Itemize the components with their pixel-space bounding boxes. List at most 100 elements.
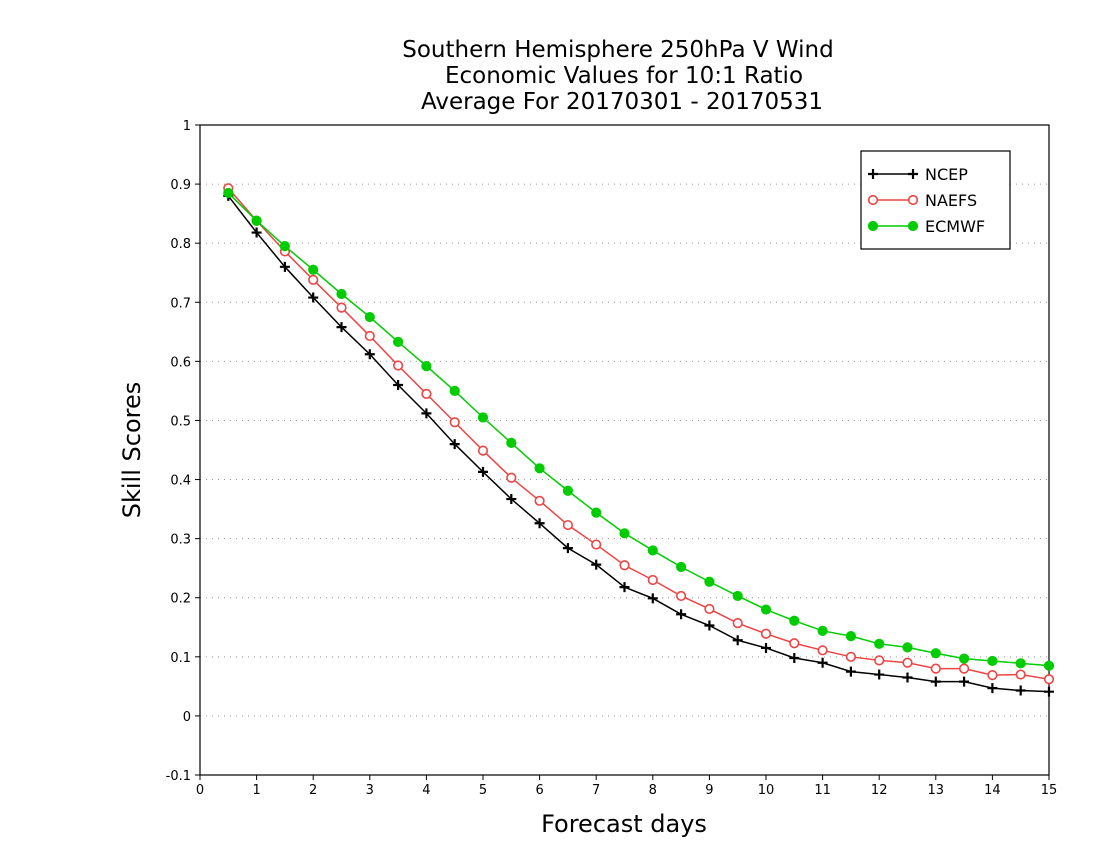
x-tick-label: 4 <box>422 783 430 798</box>
naefs-point <box>336 302 347 313</box>
ncep-point <box>902 672 913 683</box>
y-tick-label: 0.2 <box>170 592 191 607</box>
y-tick-label: 1 <box>183 119 191 134</box>
ncep-point <box>478 466 488 477</box>
naefs-point <box>308 274 319 285</box>
ncep-point <box>987 683 998 694</box>
naefs-point <box>477 445 489 456</box>
y-axis-title: Skill Scores <box>118 382 146 519</box>
naefs-point <box>421 388 432 399</box>
x-axis: 0 1 2 3 4 5 6 7 8 9 10 11 12 13 14 15 <box>196 775 1057 798</box>
x-tick-label: 15 <box>1041 783 1058 798</box>
x-tick-label: 1 <box>252 783 260 798</box>
ncep-point <box>308 292 319 303</box>
title-line-2: Economic Values for 10:1 Ratio <box>445 63 803 89</box>
ecmwf-point <box>902 642 913 653</box>
ecmwf-point <box>930 648 941 659</box>
ecmwf-point <box>336 288 347 300</box>
legend-marker-ncep <box>868 169 878 179</box>
naefs-point <box>619 560 630 571</box>
ecmwf-point <box>845 631 857 642</box>
naefs-point <box>1015 669 1026 680</box>
plot-frame <box>199 124 1050 776</box>
ncep-point <box>336 322 347 333</box>
ecmwf-point <box>987 655 998 667</box>
ncep-point <box>364 349 375 360</box>
ecmwf-point <box>874 638 885 649</box>
y-tick-label: 0.3 <box>170 533 191 548</box>
ncep-point <box>619 582 630 593</box>
ncep-point <box>959 676 970 687</box>
naefs-point <box>817 645 828 656</box>
ncep-point <box>845 666 856 677</box>
ncep-point <box>251 227 262 238</box>
ecmwf-point <box>506 437 517 449</box>
naefs-point <box>732 618 743 629</box>
y-tick-label: 0.1 <box>170 651 191 666</box>
ecmwf-point <box>534 463 545 474</box>
naefs-point <box>647 574 658 586</box>
ecmwf-point <box>647 545 658 556</box>
legend-marker-ecmwf <box>907 220 919 232</box>
ecmwf-point <box>760 604 772 615</box>
naefs-point <box>789 638 800 649</box>
x-tick-label: 3 <box>366 783 374 798</box>
ecmwf-point <box>251 215 262 226</box>
x-tick-label: 5 <box>479 783 487 798</box>
x-axis-title: Forecast days <box>541 810 707 838</box>
naefs-point <box>930 663 941 674</box>
naefs-point <box>449 417 460 428</box>
ncep-point <box>279 261 290 272</box>
y-tick-label: 0.4 <box>170 474 191 489</box>
y-tick-label: 0.6 <box>170 355 191 370</box>
ncep-point <box>534 518 545 529</box>
legend-label-ncep: NCEP <box>925 165 968 184</box>
naefs-line <box>227 187 1050 681</box>
ncep-point <box>1015 685 1026 696</box>
ecmwf-point <box>223 187 234 199</box>
chart-title: Southern Hemisphere 250hPa V Wind Econom… <box>402 37 833 115</box>
ecmwf-point <box>477 412 489 423</box>
ncep-point <box>930 676 941 687</box>
ncep-point <box>562 543 573 554</box>
legend-marker-ecmwf <box>867 220 879 232</box>
naefs-point <box>845 651 857 662</box>
ecmwf-point <box>449 385 460 397</box>
title-line-1: Southern Hemisphere 250hPa V Wind <box>402 37 833 63</box>
y-axis: -0.1 0 0.1 0.2 0.3 0.4 0.5 0.6 0.7 0.8 0.9 1 <box>166 119 200 784</box>
ncep-point <box>449 439 460 450</box>
ecmwf-point <box>1015 658 1026 669</box>
ecmwf-point <box>732 590 743 602</box>
ecmwf-point <box>789 615 800 626</box>
series-layer <box>223 183 1055 697</box>
ncep-line <box>227 195 1050 693</box>
x-tick-label: 2 <box>309 783 317 798</box>
x-tick-label: 0 <box>196 783 204 798</box>
ecmwf-point <box>619 528 630 539</box>
y-tick-label: 0.5 <box>170 414 191 429</box>
ncep-point <box>761 642 771 653</box>
ecmwf-point <box>1043 660 1055 671</box>
legend-marker-ncep <box>908 169 918 179</box>
ncep-point <box>676 609 687 620</box>
naefs-point <box>874 655 885 666</box>
ecmwf-point <box>704 576 715 587</box>
legend-label-naefs: NAEFS <box>925 191 977 210</box>
title-line-3: Average For 20170301 - 20170531 <box>421 89 823 115</box>
naefs-point <box>506 472 517 483</box>
ncep-point <box>874 669 885 680</box>
x-tick-label: 10 <box>758 783 775 798</box>
y-tick-label: 0.8 <box>170 237 191 252</box>
ncep-point <box>1044 686 1054 697</box>
ncep-point <box>591 559 602 570</box>
y-tick-label: 0.7 <box>170 296 191 311</box>
naefs-point <box>987 670 998 681</box>
series-ecmwf <box>223 187 1055 671</box>
naefs-point <box>393 360 404 371</box>
naefs-point <box>704 603 715 615</box>
ncep-point <box>704 620 715 631</box>
legend-label-ecmwf: ECMWF <box>925 217 985 236</box>
naefs-point <box>364 330 375 342</box>
x-tick-label: 7 <box>592 783 600 798</box>
